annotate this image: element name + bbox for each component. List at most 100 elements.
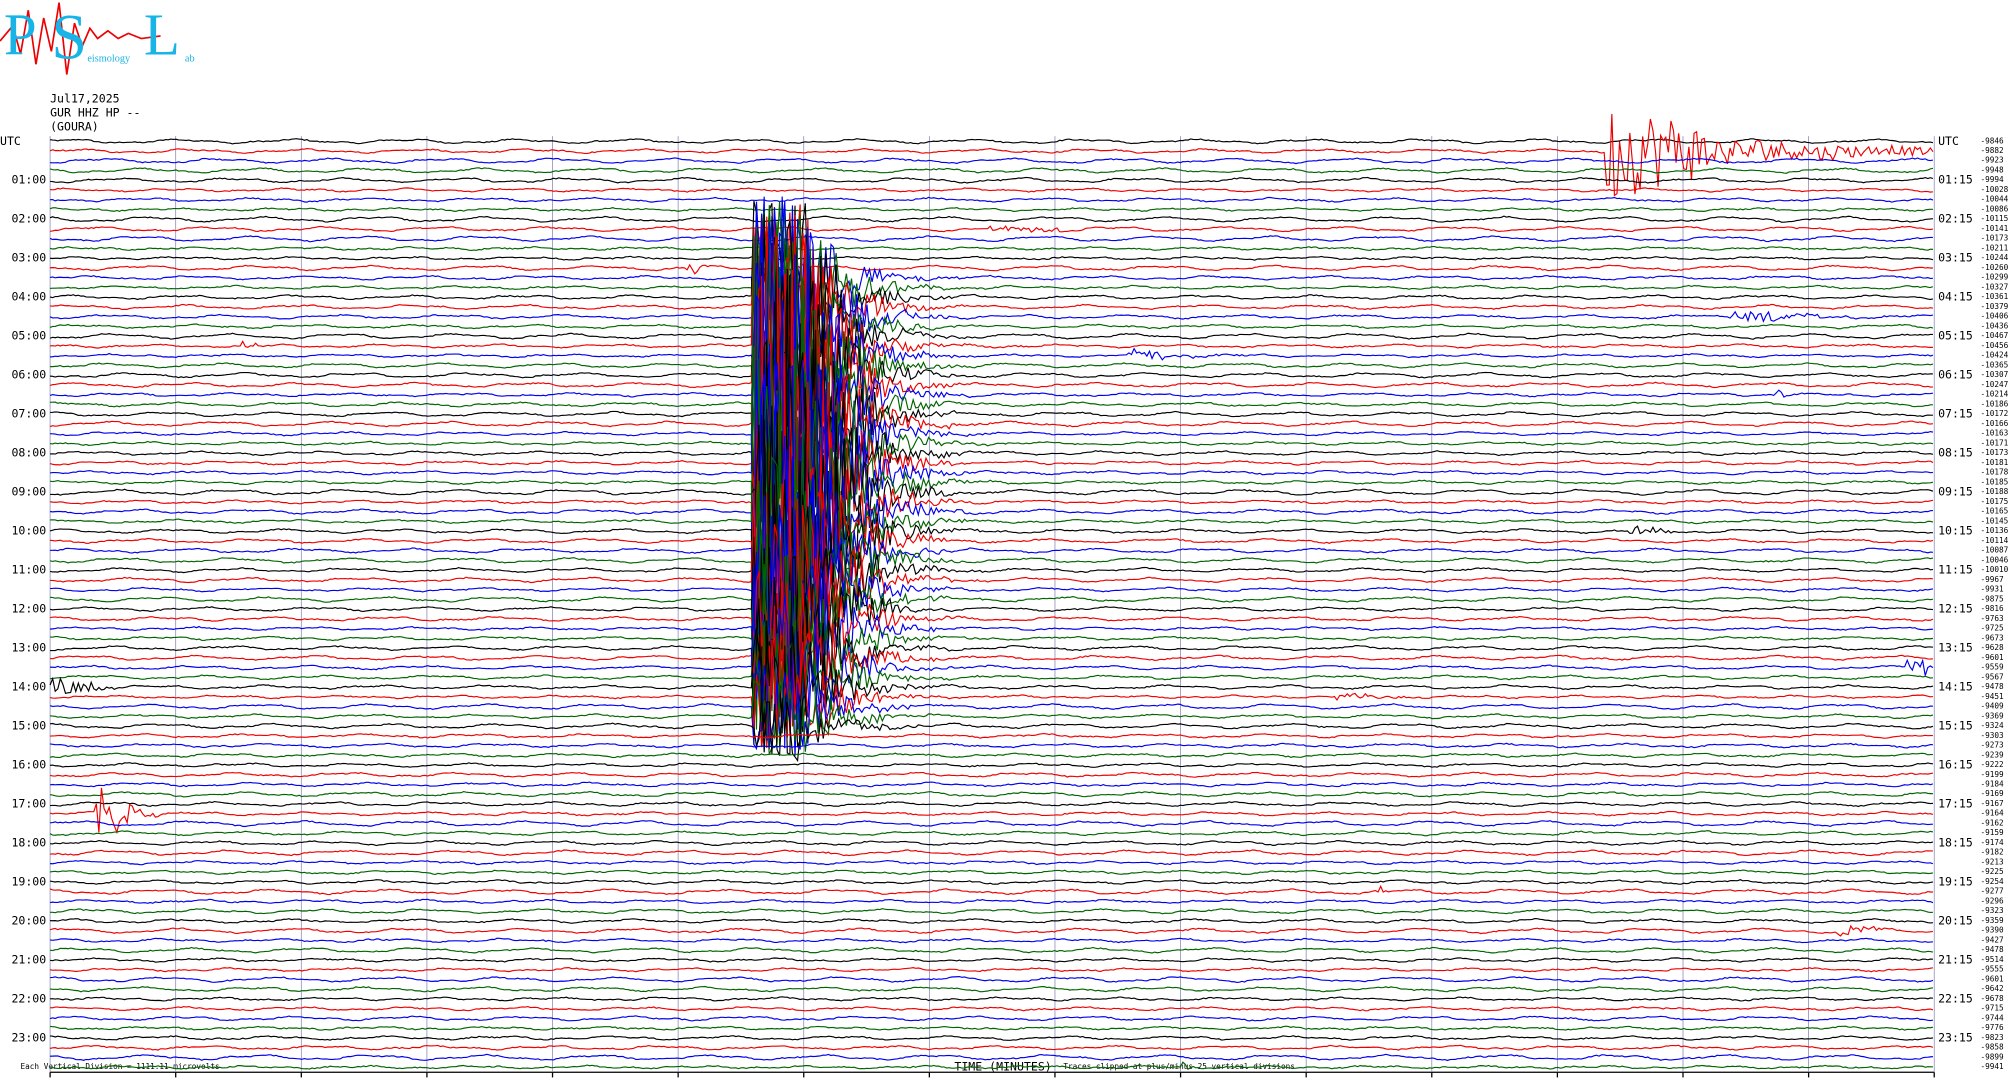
row-offset: -10185 (1980, 477, 2008, 486)
row-time-label: 22:00 (11, 991, 46, 1005)
logo-squiggle (0, 2, 161, 75)
trace (49, 884, 1933, 896)
row-time-label: 04:00 (11, 290, 46, 304)
x-tick-label: 01 (169, 1078, 183, 1080)
row-time-label: 23:15 (1938, 1030, 1973, 1044)
row-time-label: 08:15 (1938, 446, 1973, 460)
trace (49, 196, 1934, 399)
row-time-label: 21:00 (11, 952, 46, 966)
trace (50, 571, 1933, 749)
row-offset: -9254 (1980, 877, 2004, 886)
row-time-label: UTC (1938, 134, 1959, 148)
row-offset: -9882 (1980, 146, 2003, 155)
trace (50, 196, 1933, 344)
trace (50, 742, 1933, 749)
trace (50, 587, 1934, 750)
row-offset: -10166 (1980, 419, 2008, 428)
trace (49, 235, 1934, 706)
row-offset: -9967 (1980, 575, 2004, 584)
row-time-label: 11:15 (1938, 563, 1973, 577)
row-time-label: 09:00 (11, 485, 46, 499)
trace (50, 449, 1934, 732)
row-time-label: 23:00 (11, 1030, 46, 1044)
row-time-label: 01:00 (11, 173, 46, 187)
trace (49, 200, 1934, 357)
row-offset: -9846 (1980, 136, 2004, 145)
trace (49, 639, 1933, 750)
row-offset: -9359 (1980, 916, 2004, 925)
trace (49, 245, 1933, 252)
trace (49, 215, 1933, 223)
trace (49, 205, 1934, 439)
row-time-label: 19:15 (1938, 874, 1973, 888)
trace (50, 263, 1933, 275)
trace (50, 207, 1933, 486)
row-time-label: 14:00 (11, 680, 46, 694)
row-offset: -10163 (1980, 429, 2008, 438)
trace (50, 869, 1934, 875)
trace (49, 114, 1934, 197)
row-time-label: 05:15 (1938, 329, 1973, 343)
row-time-label: 17:15 (1938, 797, 1973, 811)
row-offset: -10436 (1980, 321, 2008, 330)
trace (50, 800, 1933, 808)
trace (49, 479, 1933, 711)
row-offset: -9725 (1980, 624, 2004, 633)
logo: P S L eismology ab (0, 1, 195, 75)
trace (49, 787, 1934, 835)
trace (50, 446, 1933, 727)
row-offset: -9948 (1980, 165, 2004, 174)
trace (50, 985, 1934, 993)
row-time-label: 16:15 (1938, 758, 1973, 772)
row-offset: -9225 (1980, 867, 2004, 876)
row-offset: -9451 (1980, 692, 2004, 701)
row-offset: -9174 (1980, 838, 2004, 847)
row-offset: -10211 (1980, 243, 2008, 252)
x-tick-label: 13 (1676, 1078, 1690, 1080)
trace (49, 924, 1934, 937)
row-time-label: 05:00 (11, 329, 46, 343)
trace (49, 405, 1934, 700)
row-offset: -10244 (1980, 253, 2008, 262)
logo-letter: S (51, 1, 87, 72)
row-offset: -9514 (1980, 955, 2004, 964)
trace (50, 214, 1934, 677)
row-offset: -9213 (1980, 857, 2004, 866)
row-offset: -9409 (1980, 702, 2004, 711)
row-offset: -9159 (1980, 828, 2004, 837)
row-offset: -10046 (1980, 555, 2008, 564)
trace (50, 204, 1934, 413)
trace (50, 360, 1933, 726)
row-time-label: 12:00 (11, 602, 46, 616)
trace (50, 157, 1934, 165)
logo-text: ab (185, 53, 195, 64)
row-time-label: 15:00 (11, 719, 46, 733)
trace (50, 946, 1934, 954)
x-tick-label: 04 (546, 1078, 560, 1080)
row-time-label: 09:15 (1938, 485, 1973, 499)
trace (50, 187, 1933, 193)
row-time-label: UTC (0, 134, 21, 148)
row-time-label: 07:00 (11, 407, 46, 421)
trace (50, 220, 1933, 729)
trace (49, 167, 1934, 174)
row-offset: -9601 (1980, 974, 2004, 983)
x-tick-label: 00 (43, 1078, 57, 1080)
row-offset: -10114 (1980, 536, 2008, 545)
trace (50, 262, 1934, 730)
trace (50, 346, 1934, 734)
row-offset: -10044 (1980, 195, 2008, 204)
row-offset: -10424 (1980, 351, 2008, 360)
row-offset: -10165 (1980, 507, 2008, 516)
channel: GUR HHZ HP -- (50, 106, 140, 120)
row-time-label: 11:00 (11, 563, 46, 577)
row-offset: -10173 (1980, 234, 2008, 243)
trace (50, 781, 1934, 788)
trace (50, 976, 1934, 983)
row-offset: -10171 (1980, 438, 2008, 447)
trace (50, 498, 1934, 723)
trace (50, 619, 1933, 747)
trace (50, 255, 1934, 261)
row-time-label: 03:15 (1938, 251, 1973, 265)
row-offset: -9184 (1980, 780, 2004, 789)
